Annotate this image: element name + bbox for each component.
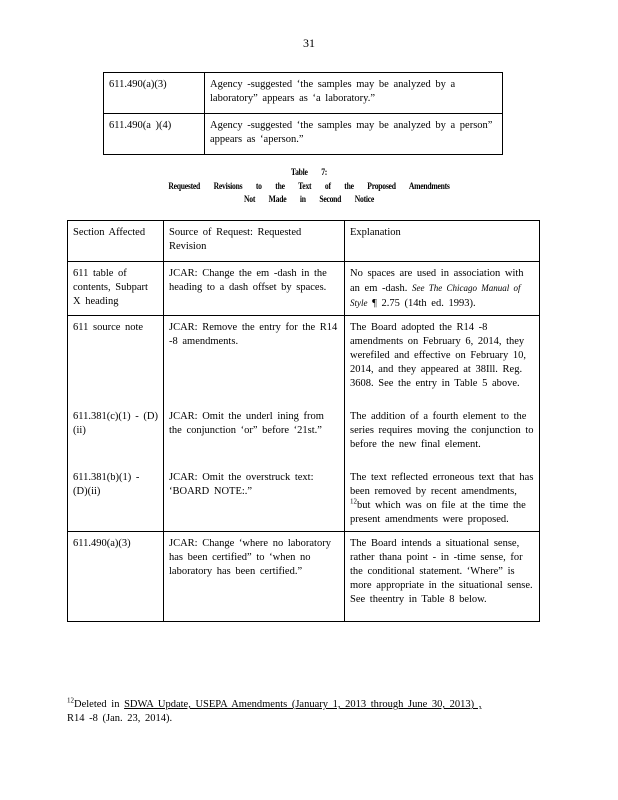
table-header-row: Section Affected Source of Request: Requ…: [67, 220, 540, 262]
request-cell: JCAR: Change ‘where no laboratory has be…: [163, 531, 345, 622]
footnote: 12Deleted in SDWA Update, USEPA Amendmen…: [67, 696, 537, 726]
table-row: 611.490(a)(3) Agency -suggested ‘the sam…: [103, 72, 503, 114]
caption-line: Requested Revisions to the Text of the P…: [168, 180, 450, 191]
explanation-cell: The Board adopted the R14 -8 amendments …: [344, 315, 540, 405]
table-row: 611 table of contents, Subpart X heading…: [67, 261, 540, 316]
footnote-ref[interactable]: 12: [350, 497, 357, 506]
table-row: 611.381(b)(1) - (D)(ii) JCAR: Omit the o…: [67, 466, 540, 532]
explanation-cell: The addition of a fourth element to the …: [344, 405, 540, 466]
section-cell: 611 table of contents, Subpart X heading: [67, 261, 164, 316]
explanation-cell: No spaces are used in association with a…: [344, 261, 540, 316]
citation-italic: See The Chicago Manual of Style: [350, 283, 521, 308]
section-cell: 611.381(b)(1) - (D)(ii): [67, 466, 164, 532]
explanation-text: No spaces are used in association with a…: [350, 268, 524, 294]
request-cell: JCAR: Omit the underl ining from the con…: [163, 405, 345, 466]
revisions-table: Section Affected Source of Request: Requ…: [67, 220, 540, 622]
table-row: 611.490(a)(3) JCAR: Change ‘where no lab…: [67, 531, 540, 622]
section-cell: 611 source note: [67, 315, 164, 405]
caption-line: Not Made in Second Notice: [243, 194, 375, 204]
footnote-number: 12: [67, 696, 74, 705]
explanation-text: ¶ 2.75 (14th ed. 1993).: [372, 298, 476, 309]
column-header: Source of Request: Requested Revision: [163, 220, 345, 262]
column-header: Explanation: [344, 220, 540, 262]
footnote-text: R14 -8 (Jan. 23, 2014).: [67, 713, 173, 724]
request-cell: JCAR: Omit the overstruck text: ‘BOARD N…: [163, 466, 345, 532]
text-cell: Agency -suggested ‘the samples may be an…: [204, 72, 503, 114]
footnote-text: Deleted in: [74, 699, 120, 710]
caption-line: Table 7:: [290, 167, 328, 177]
text-cell: Agency -suggested ‘the samples may be an…: [204, 113, 503, 155]
request-cell: JCAR: Change the em -dash in the heading…: [163, 261, 345, 316]
explanation-cell: The text reflected erroneous text that h…: [344, 466, 540, 532]
section-cell: 611.381(c)(1) - (D)(ii): [67, 405, 164, 466]
continued-table: 611.490(a)(3) Agency -suggested ‘the sam…: [103, 72, 503, 155]
section-cell: 611.490(a )(4): [103, 113, 205, 155]
section-cell: 611.490(a)(3): [67, 531, 164, 622]
table-row: 611 source note JCAR: Remove the entry f…: [67, 315, 540, 405]
explanation-text: The text reflected erroneous text that h…: [350, 472, 534, 497]
section-cell: 611.490(a)(3): [103, 72, 205, 114]
table-caption: Table 7: Requested Revisions to the Text…: [46, 166, 571, 207]
table-row: 611.490(a )(4) Agency -suggested ‘the sa…: [103, 113, 503, 155]
footnote-citation: SDWA Update, USEPA Amendments (January 1…: [124, 699, 482, 710]
request-cell: JCAR: Remove the entry for the R14 -8 am…: [163, 315, 345, 405]
explanation-cell: The Board intends a situational sense, r…: [344, 531, 540, 622]
page-number: 31: [303, 36, 315, 50]
explanation-text: but which was on file at the time the pr…: [350, 500, 526, 525]
table-row: 611.381(c)(1) - (D)(ii) JCAR: Omit the u…: [67, 405, 540, 466]
column-header: Section Affected: [67, 220, 164, 262]
